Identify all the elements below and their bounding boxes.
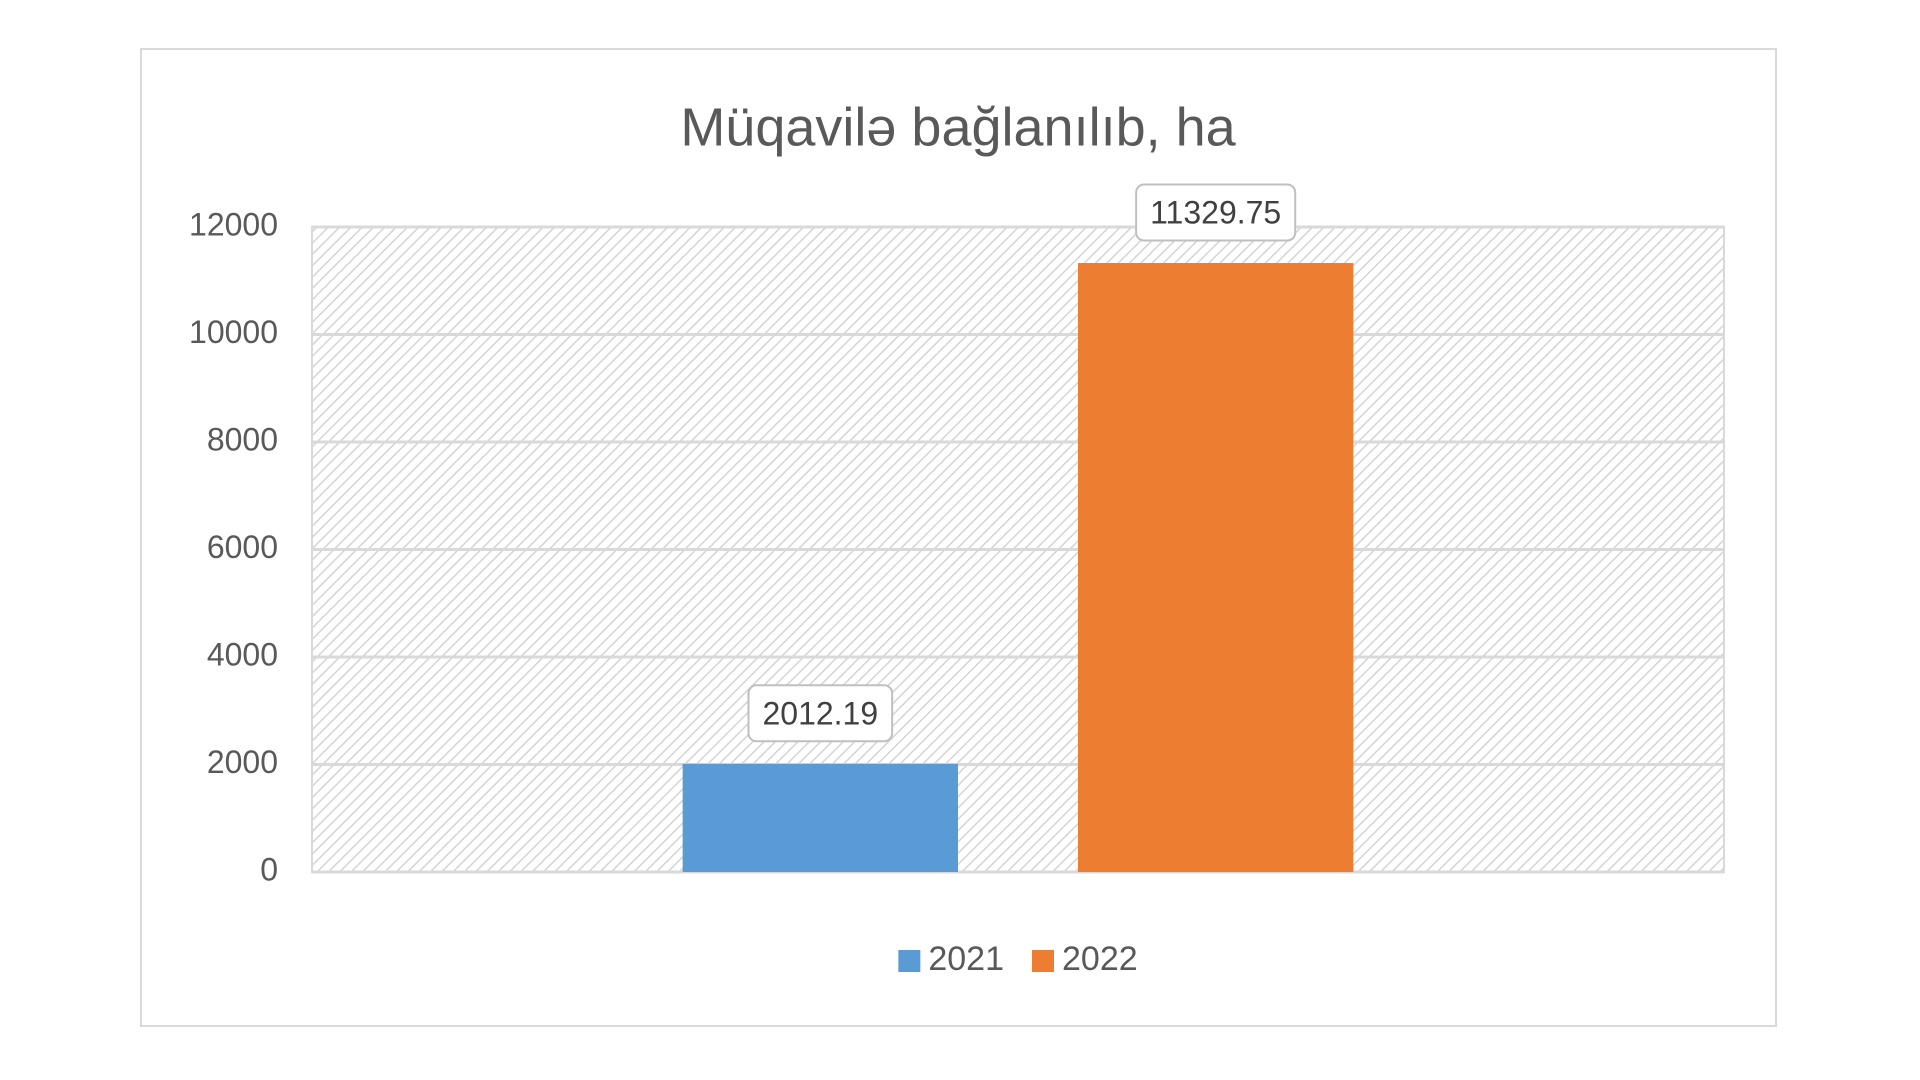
y-tick-label: 10000 [189, 314, 278, 350]
y-tick-label: 6000 [207, 529, 278, 565]
chart-title: Müqavilə bağlanılıb, ha [680, 97, 1236, 157]
legend-label: 2021 [928, 940, 1004, 978]
bar [682, 763, 958, 872]
bar [1078, 263, 1354, 872]
data-label: 11329.75 [1150, 194, 1281, 230]
y-tick-label: 8000 [207, 421, 278, 457]
data-label-box [747, 684, 894, 743]
y-tick-label: 2000 [207, 744, 278, 780]
y-tick-label: 4000 [207, 636, 278, 672]
y-tick-label: 12000 [189, 206, 278, 242]
data-label-box [1135, 183, 1297, 242]
y-tick-label: 0 [260, 851, 278, 887]
legend-swatch [898, 950, 921, 972]
legend-swatch [1032, 950, 1054, 972]
legend-label: 2022 [1062, 940, 1138, 978]
data-label: 2012.19 [762, 695, 878, 731]
